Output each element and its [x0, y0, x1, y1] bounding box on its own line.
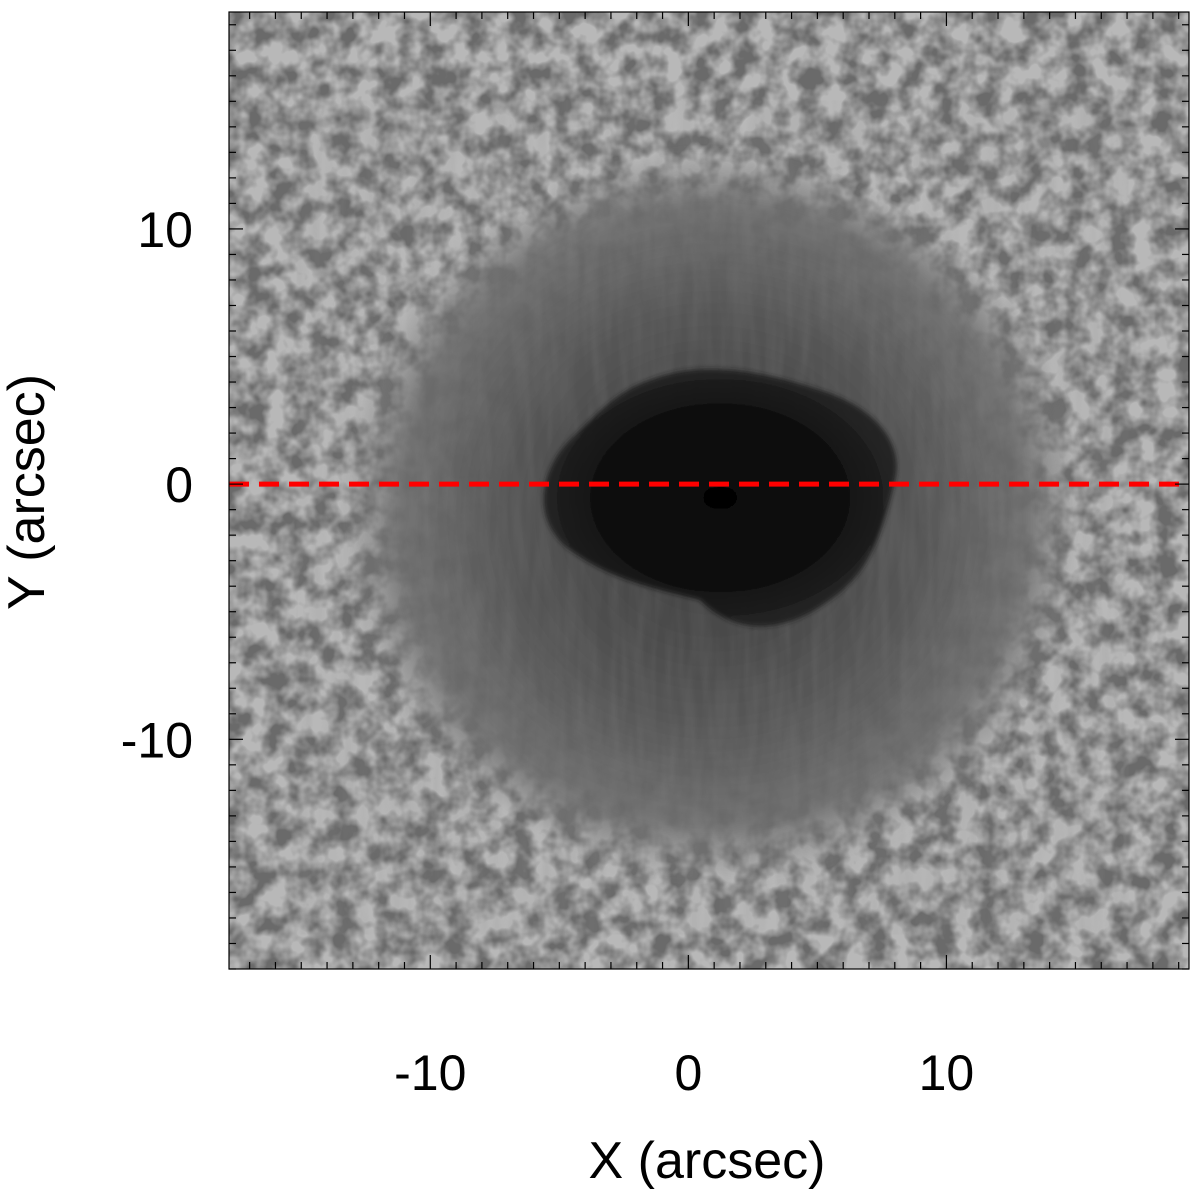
axis-ticks [229, 12, 1189, 970]
x-axis-title: X (arcsec) [589, 1132, 826, 1190]
x-tick-label: 10 [919, 1045, 975, 1101]
x-tick-labels: -10 0 10 [394, 1045, 974, 1101]
y-tick-label: 0 [165, 457, 193, 513]
y-axis-title: Y (arcsec) [0, 374, 56, 610]
x-tick-label: -10 [394, 1045, 466, 1101]
umbra [543, 369, 897, 627]
sunspot-image [229, 12, 1189, 969]
y-tick-labels: 10 0 -10 [121, 202, 193, 768]
x-tick-label: 0 [674, 1045, 702, 1101]
plot-frame [228, 11, 1190, 970]
y-tick-label: 10 [137, 202, 193, 258]
y-tick-label: -10 [121, 712, 193, 768]
